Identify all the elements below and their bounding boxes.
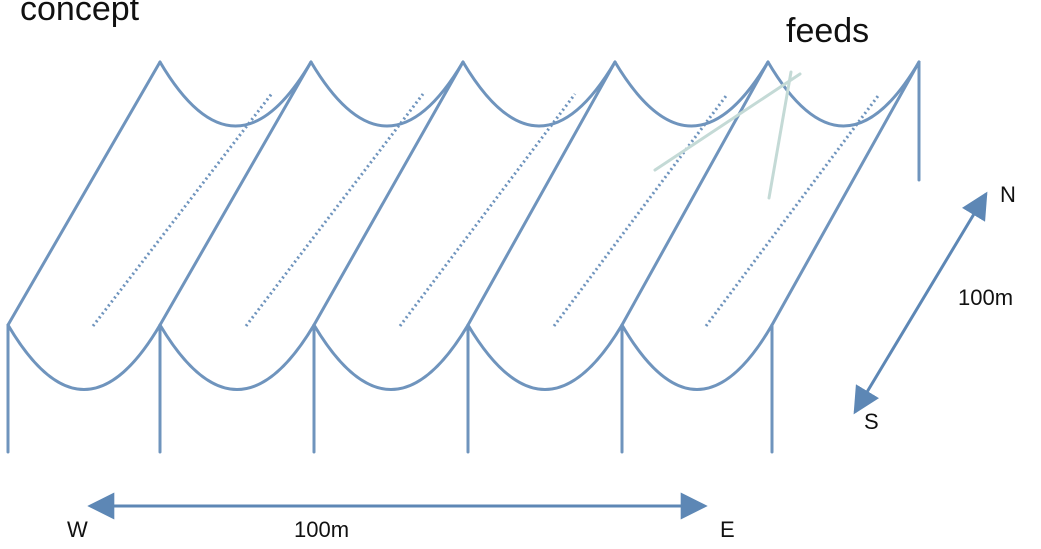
feeds-label: feeds [786,12,870,50]
north-south-length-label: 100m [958,285,1014,310]
feed-line [91,93,273,327]
trough-back-curve [461,60,617,128]
trough-ridge-line [312,60,465,327]
trough-back-curve [309,60,465,128]
trough-ridge-line [770,60,921,327]
north-label: N [1000,182,1016,207]
trough-ridge-line [6,60,162,327]
diagram-title: concept [20,0,140,28]
trough-front-curve [6,323,162,391]
trough-ridge-line [620,60,770,327]
west-east-length-label: 100m [294,517,350,542]
trough-front-curve [620,323,774,391]
feed-pointer-line [767,70,793,200]
east-label: E [720,517,735,542]
trough-front-curve [466,323,624,391]
feed-line [704,93,881,327]
trough-ridge-line [466,60,617,327]
trough-front-curve [312,323,470,391]
west-label: W [67,517,88,542]
trough-front-curve [158,323,316,391]
feed-line [398,93,577,327]
trough-back-curve [613,60,770,128]
trough-back-curve [158,60,313,128]
north-south-arrow [853,191,988,415]
feed-line [552,93,729,327]
feed-line [244,93,425,327]
feed-pointer-line [653,72,802,172]
south-label: S [864,409,879,434]
trough-ridge-line [158,60,313,327]
reflector-troughs [6,60,921,454]
dimension-arrows [87,191,988,520]
